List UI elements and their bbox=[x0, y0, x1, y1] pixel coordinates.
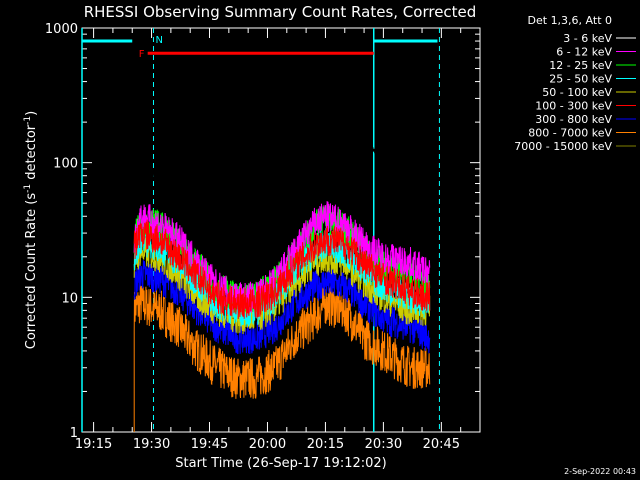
y-tick-label: 10 bbox=[61, 291, 78, 306]
x-tick-label: 20:00 bbox=[249, 437, 286, 452]
y-tick-label: 1000 bbox=[45, 22, 78, 37]
x-tick-label: 19:45 bbox=[191, 437, 228, 452]
timestamp: 2-Sep-2022 00:43 bbox=[564, 467, 636, 476]
series-line bbox=[133, 219, 431, 320]
x-tick-label: 19:15 bbox=[75, 437, 112, 452]
legend-header: Det 1,3,6, Att 0 bbox=[528, 14, 612, 27]
x-tick-label: 20:15 bbox=[307, 437, 344, 452]
flag-label-f: F bbox=[139, 49, 145, 60]
legend-label: 100 - 300 keV bbox=[535, 100, 612, 113]
legend-label: 25 - 50 keV bbox=[549, 73, 612, 86]
flag-label-n: N bbox=[155, 35, 162, 46]
legend-label: 6 - 12 keV bbox=[556, 46, 612, 59]
x-tick-label: 20:30 bbox=[365, 437, 402, 452]
legend-label: 300 - 800 keV bbox=[535, 113, 612, 126]
legend-label: 12 - 25 keV bbox=[549, 59, 612, 72]
y-axis-label: Corrected Count Rate (s-1 detector-1) bbox=[23, 111, 39, 349]
y-tick-label: 1 bbox=[70, 426, 78, 441]
series-line bbox=[133, 284, 431, 432]
x-tick-label: 20:45 bbox=[423, 437, 460, 452]
series-line bbox=[133, 260, 431, 355]
x-axis-label: Start Time (26-Sep-17 19:12:02) bbox=[175, 456, 386, 471]
legend-label: 800 - 7000 keV bbox=[528, 127, 612, 140]
legend-label: 3 - 6 keV bbox=[563, 32, 612, 45]
series-line bbox=[133, 144, 431, 193]
x-tick-label: 19:30 bbox=[133, 437, 170, 452]
legend-label: 7000 - 15000 keV bbox=[514, 140, 612, 153]
legend-label: 50 - 100 keV bbox=[542, 86, 612, 99]
y-tick-label: 100 bbox=[53, 157, 78, 172]
chart-title: RHESSI Observing Summary Count Rates, Co… bbox=[84, 3, 477, 21]
series-line bbox=[133, 224, 431, 327]
